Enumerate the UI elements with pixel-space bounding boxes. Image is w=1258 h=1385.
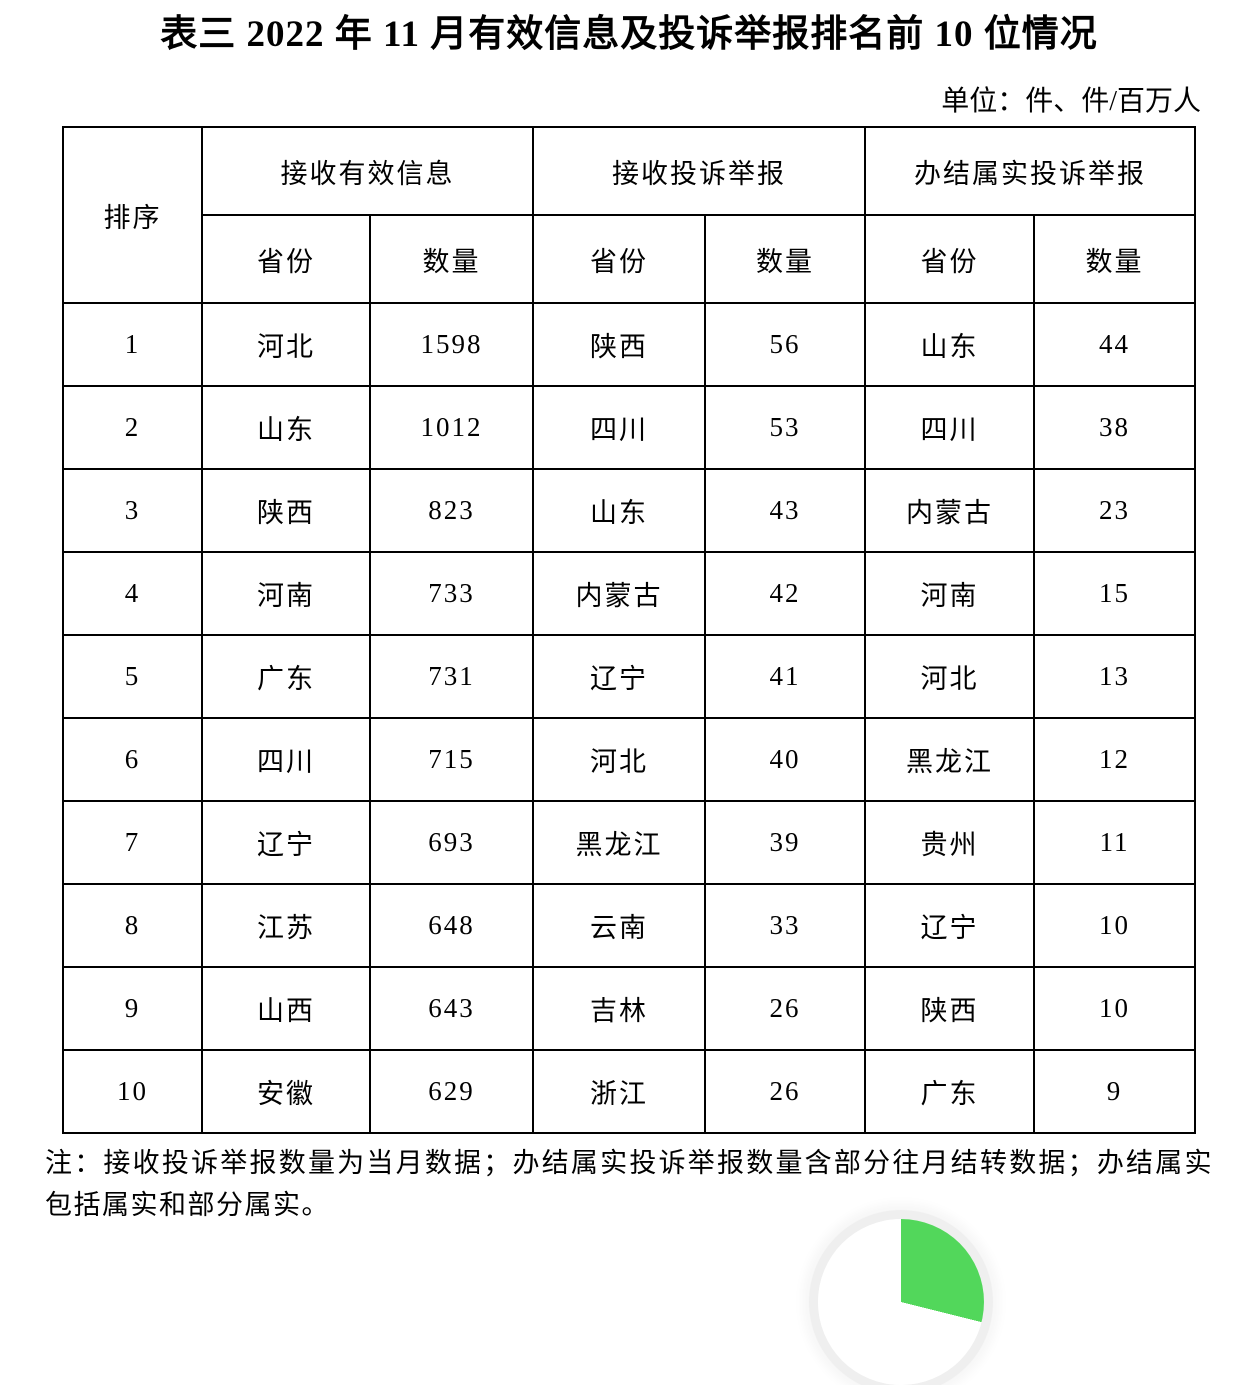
table-row: 10 安徽 629 浙江 26 广东 9 <box>62 1049 1196 1134</box>
province-cell: 山东 <box>864 302 1035 387</box>
count-cell: 15 <box>1033 551 1196 636</box>
province-cell: 贵州 <box>864 800 1035 885</box>
province-cell: 四川 <box>532 385 706 470</box>
count-cell: 38 <box>1033 385 1196 470</box>
ranking-table: 排序 接收有效信息 接收投诉举报 办结属实投诉举报 省份 数量 省份 数量 省份… <box>62 126 1196 1134</box>
table-row: 6 四川 715 河北 40 黑龙江 12 <box>62 717 1196 802</box>
count-cell: 26 <box>704 1049 866 1134</box>
count-cell: 1012 <box>369 385 534 470</box>
province-cell: 陕西 <box>864 966 1035 1051</box>
count-cell: 33 <box>704 883 866 968</box>
province-header: 省份 <box>532 214 706 304</box>
count-cell: 41 <box>704 634 866 719</box>
count-cell: 9 <box>1033 1049 1196 1134</box>
count-cell: 44 <box>1033 302 1196 387</box>
province-cell: 河南 <box>864 551 1035 636</box>
province-cell: 四川 <box>201 717 371 802</box>
province-cell: 山东 <box>201 385 371 470</box>
rank-cell: 10 <box>62 1049 203 1134</box>
province-cell: 广东 <box>864 1049 1035 1134</box>
province-cell: 河北 <box>532 717 706 802</box>
count-cell: 629 <box>369 1049 534 1134</box>
province-cell: 四川 <box>864 385 1035 470</box>
province-header: 省份 <box>864 214 1035 304</box>
province-cell: 辽宁 <box>532 634 706 719</box>
group-header-valid-info: 接收有效信息 <box>201 126 534 216</box>
count-cell: 12 <box>1033 717 1196 802</box>
table-row: 7 辽宁 693 黑龙江 39 贵州 11 <box>62 800 1196 885</box>
province-cell: 内蒙古 <box>864 468 1035 553</box>
province-cell: 辽宁 <box>864 883 1035 968</box>
count-header: 数量 <box>1033 214 1196 304</box>
table-header-row-groups: 排序 接收有效信息 接收投诉举报 办结属实投诉举报 <box>62 126 1196 304</box>
green-pie-spinner-icon <box>818 1219 984 1385</box>
province-cell: 辽宁 <box>201 800 371 885</box>
count-cell: 715 <box>369 717 534 802</box>
rank-column-header: 排序 <box>62 126 203 304</box>
count-cell: 10 <box>1033 883 1196 968</box>
province-cell: 河北 <box>201 302 371 387</box>
rank-cell: 6 <box>62 717 203 802</box>
province-cell: 山西 <box>201 966 371 1051</box>
footnote: 注：接收投诉举报数量为当月数据；办结属实投诉举报数量含部分往月结转数据；办结属实… <box>45 1148 1213 1220</box>
count-cell: 42 <box>704 551 866 636</box>
rank-cell: 8 <box>62 883 203 968</box>
province-cell: 河北 <box>864 634 1035 719</box>
rank-cell: 9 <box>62 966 203 1051</box>
province-cell: 江苏 <box>201 883 371 968</box>
rank-cell: 5 <box>62 634 203 719</box>
rank-cell: 1 <box>62 302 203 387</box>
count-cell: 56 <box>704 302 866 387</box>
table-row: 4 河南 733 内蒙古 42 河南 15 <box>62 551 1196 636</box>
count-cell: 648 <box>369 883 534 968</box>
province-cell: 黑龙江 <box>532 800 706 885</box>
count-cell: 823 <box>369 468 534 553</box>
province-cell: 山东 <box>532 468 706 553</box>
count-cell: 11 <box>1033 800 1196 885</box>
table-row: 5 广东 731 辽宁 41 河北 13 <box>62 634 1196 719</box>
province-cell: 陕西 <box>201 468 371 553</box>
count-cell: 40 <box>704 717 866 802</box>
group-header-complaints-received: 接收投诉举报 <box>532 126 866 216</box>
unit-note: 单位：件、件/百万人 <box>941 86 1201 117</box>
count-header: 数量 <box>369 214 534 304</box>
page-title: 表三 2022 年 11 月有效信息及投诉举报排名前 10 位情况 <box>160 14 1098 55</box>
rank-cell: 2 <box>62 385 203 470</box>
count-cell: 53 <box>704 385 866 470</box>
count-cell: 731 <box>369 634 534 719</box>
rank-cell: 7 <box>62 800 203 885</box>
count-cell: 13 <box>1033 634 1196 719</box>
count-cell: 23 <box>1033 468 1196 553</box>
province-header: 省份 <box>201 214 371 304</box>
count-cell: 643 <box>369 966 534 1051</box>
province-cell: 云南 <box>532 883 706 968</box>
province-cell: 吉林 <box>532 966 706 1051</box>
province-cell: 河南 <box>201 551 371 636</box>
table-row: 1 河北 1598 陕西 56 山东 44 <box>62 302 1196 387</box>
table-row: 3 陕西 823 山东 43 内蒙古 23 <box>62 468 1196 553</box>
province-cell: 内蒙古 <box>532 551 706 636</box>
count-cell: 26 <box>704 966 866 1051</box>
rank-cell: 3 <box>62 468 203 553</box>
province-cell: 黑龙江 <box>864 717 1035 802</box>
rank-cell: 4 <box>62 551 203 636</box>
table-header-row-subcolumns: 省份 数量 省份 数量 省份 数量 <box>63 214 1196 304</box>
group-header-complaints-resolved: 办结属实投诉举报 <box>864 126 1196 216</box>
table-row: 2 山东 1012 四川 53 四川 38 <box>62 385 1196 470</box>
province-cell: 陕西 <box>532 302 706 387</box>
count-cell: 39 <box>704 800 866 885</box>
count-cell: 43 <box>704 468 866 553</box>
count-cell: 10 <box>1033 966 1196 1051</box>
province-cell: 广东 <box>201 634 371 719</box>
table-row: 9 山西 643 吉林 26 陕西 10 <box>62 966 1196 1051</box>
province-cell: 安徽 <box>201 1049 371 1134</box>
count-cell: 733 <box>369 551 534 636</box>
count-cell: 1598 <box>369 302 534 387</box>
province-cell: 浙江 <box>532 1049 706 1134</box>
table-row: 8 江苏 648 云南 33 辽宁 10 <box>62 883 1196 968</box>
count-header: 数量 <box>704 214 866 304</box>
count-cell: 693 <box>369 800 534 885</box>
